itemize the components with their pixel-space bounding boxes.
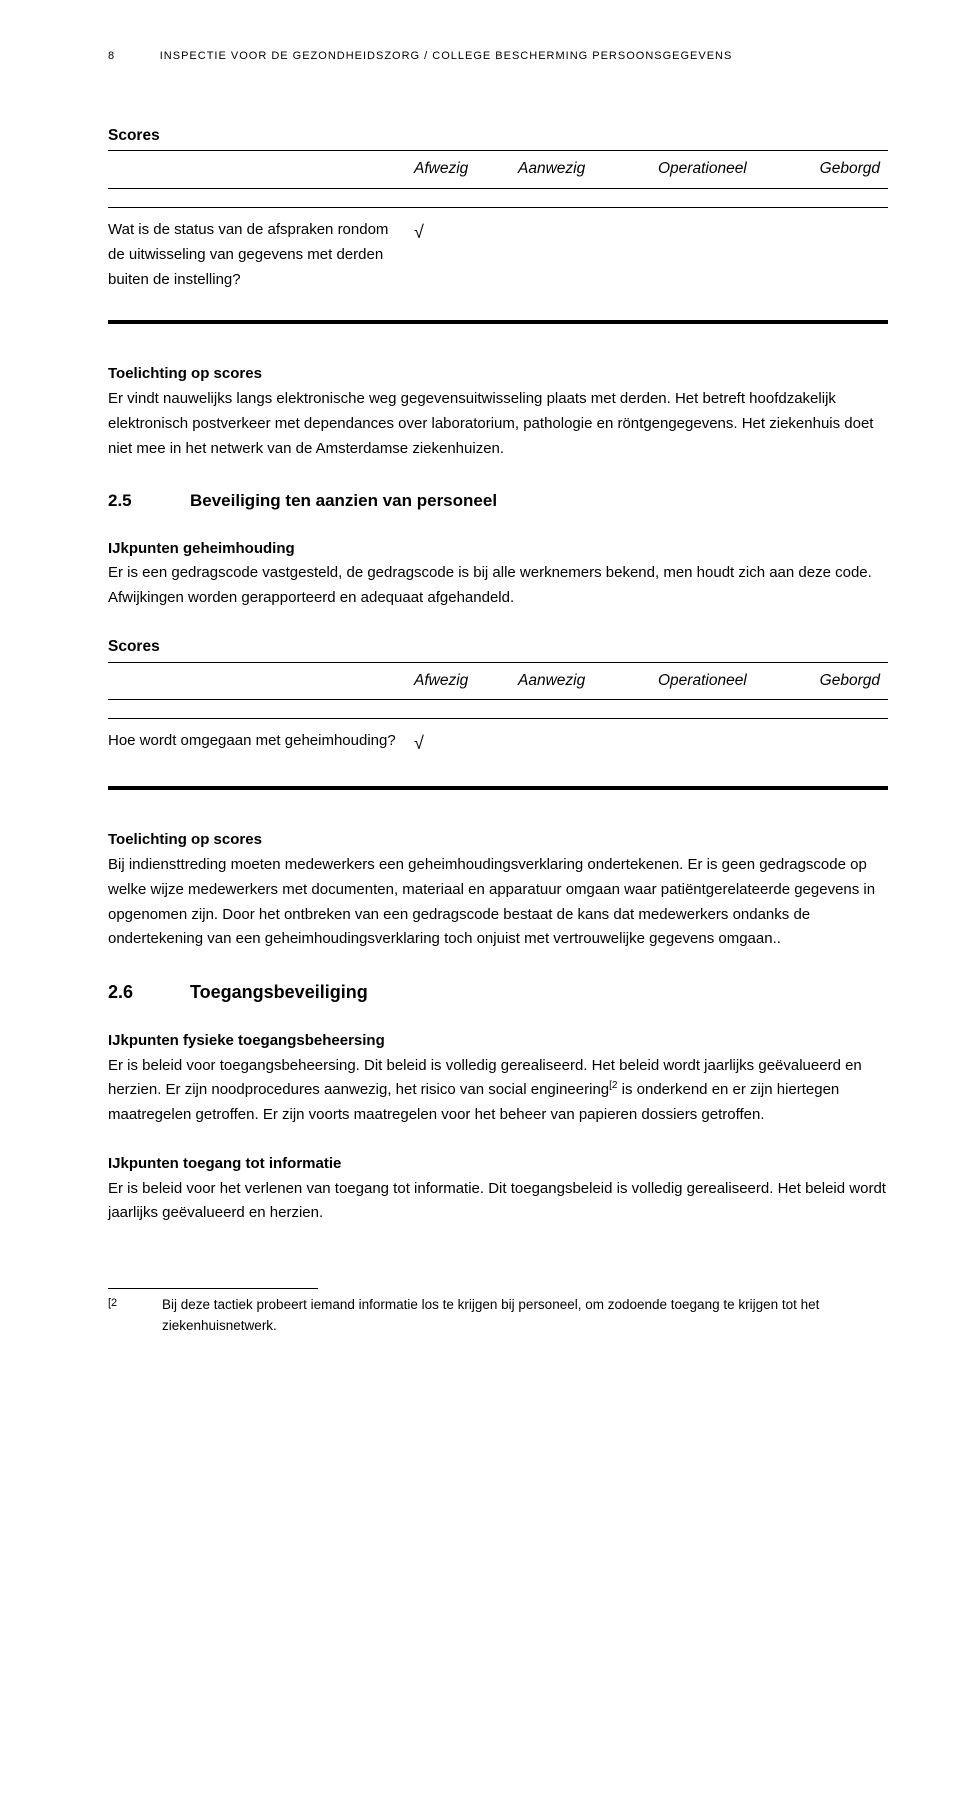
row-label: Wat is de status van de afspraken rondom… xyxy=(108,218,398,292)
section-title: Beveiliging ten aanzien van personeel xyxy=(190,487,497,514)
org-line: INSPECTIE VOOR DE GEZONDHEIDSZORG / COLL… xyxy=(160,50,733,62)
toelichting-block-1: Toelichting op scores Er vindt nauwelijk… xyxy=(108,362,888,461)
scores-body-row: Hoe wordt omgegaan met geheimhouding? √ xyxy=(108,718,888,790)
col-spacer xyxy=(108,669,398,694)
ijk-text: Er is beleid voor toegangsbeheersing. Di… xyxy=(108,1054,888,1128)
scores-body-row: Wat is de status van de afspraken rondom… xyxy=(108,207,888,324)
section-title: Toegangsbeveiliging xyxy=(190,978,368,1007)
footnote-marker: [2 xyxy=(108,1295,162,1337)
footnote-text: Bij deze tactiek probeert iemand informa… xyxy=(162,1295,888,1337)
ijk-title: IJkpunten fysieke toegangsbeheersing xyxy=(108,1029,888,1054)
section-num: 2.6 xyxy=(108,978,190,1007)
scores-block-2: Scores Afwezig Aanwezig Operationeel Geb… xyxy=(108,635,888,790)
section-2-5: 2.5 Beveiliging ten aanzien van personee… xyxy=(108,487,888,514)
ijkpunten-toegang: IJkpunten toegang tot informatie Er is b… xyxy=(108,1152,888,1226)
col-afwezig: Afwezig xyxy=(398,669,518,694)
col-geborgd: Geborgd xyxy=(808,669,888,694)
scores-block-1: Scores Afwezig Aanwezig Operationeel Geb… xyxy=(108,124,888,325)
toelichting-title: Toelichting op scores xyxy=(108,828,888,853)
toelichting-title: Toelichting op scores xyxy=(108,362,888,387)
col-operationeel: Operationeel xyxy=(658,669,808,694)
scores-header-row: Afwezig Aanwezig Operationeel Geborgd xyxy=(108,663,888,701)
ijkpunten-fysieke: IJkpunten fysieke toegangsbeheersing Er … xyxy=(108,1029,888,1128)
col-operationeel: Operationeel xyxy=(658,157,808,182)
row-label: Hoe wordt omgegaan met geheimhouding? xyxy=(108,729,398,758)
ijkpunten-geheimhouding: IJkpunten geheimhouding Er is een gedrag… xyxy=(108,537,888,611)
page-header: 8 INSPECTIE VOOR DE GEZONDHEIDSZORG / CO… xyxy=(108,48,888,66)
col-afwezig: Afwezig xyxy=(398,157,518,182)
section-2-6: 2.6 Toegangsbeveiliging xyxy=(108,978,888,1007)
scores-header-row: Afwezig Aanwezig Operationeel Geborgd xyxy=(108,151,888,189)
footnote-separator xyxy=(108,1288,318,1289)
col-geborgd: Geborgd xyxy=(808,157,888,182)
ijk-text: Er is een gedragscode vastgesteld, de ge… xyxy=(108,561,888,611)
col-spacer xyxy=(108,157,398,182)
toelichting-text: Er vindt nauwelijks langs elektronische … xyxy=(108,387,888,461)
col-aanwezig: Aanwezig xyxy=(518,157,658,182)
col-aanwezig: Aanwezig xyxy=(518,669,658,694)
section-num: 2.5 xyxy=(108,487,190,514)
ijk-title: IJkpunten geheimhouding xyxy=(108,537,888,562)
toelichting-text: Bij indiensttreding moeten medewerkers e… xyxy=(108,853,888,952)
toelichting-block-2: Toelichting op scores Bij indiensttredin… xyxy=(108,828,888,952)
footnote: [2 Bij deze tactiek probeert iemand info… xyxy=(108,1295,888,1337)
scores-heading: Scores xyxy=(108,124,888,152)
scores-heading: Scores xyxy=(108,635,888,663)
ijk-title: IJkpunten toegang tot informatie xyxy=(108,1152,888,1177)
checkmark: √ xyxy=(398,218,518,292)
checkmark: √ xyxy=(398,729,518,758)
page-number: 8 xyxy=(108,50,115,62)
ijk-text: Er is beleid voor het verlenen van toega… xyxy=(108,1177,888,1227)
